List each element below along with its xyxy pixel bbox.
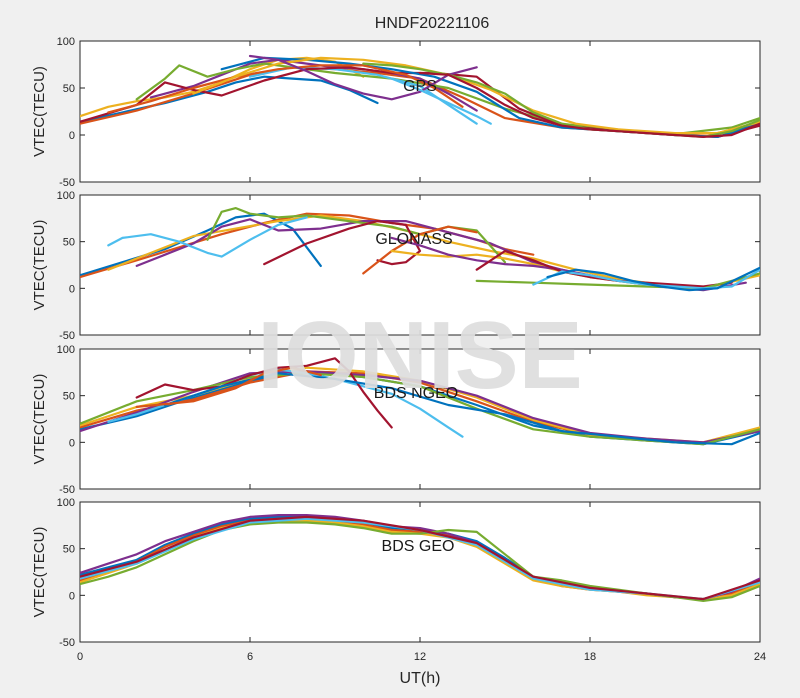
y-tick-label: 100 [57, 497, 75, 509]
panel-label: GLONASS [375, 231, 452, 248]
figure-title: HNDF20221106 [375, 15, 490, 32]
y-tick-label: 0 [69, 590, 75, 602]
y-tick-label: -50 [59, 484, 75, 496]
series-line-1 [80, 212, 322, 277]
series-line-9 [135, 366, 322, 408]
series-line-12 [475, 272, 760, 290]
panel-label: BDS GEO [382, 538, 455, 555]
y-tick-label: 0 [69, 130, 75, 142]
x-tick-label: 24 [754, 651, 766, 663]
y-axis-label: VTEC(TECU) [31, 527, 48, 618]
panel-label: BDS NGEO [374, 385, 458, 402]
series-line-14 [546, 266, 760, 292]
y-axis-label: VTEC(TECU) [31, 220, 48, 311]
x-tick-label: 18 [584, 651, 596, 663]
y-tick-label: 50 [63, 391, 75, 403]
plot-area [79, 40, 761, 183]
x-axis-label: UT(h) [400, 670, 441, 687]
panel-bds-ngeo: VTEC(TECU) -50 0 50 100 BDS NGEO [31, 344, 761, 496]
y-tick-label: 100 [57, 36, 75, 48]
panel-glonass: VTEC(TECU) -50 0 50 100 GLONASS [31, 190, 761, 342]
y-tick-label: 100 [57, 344, 75, 356]
panel-gps: VTEC(TECU) -50 0 50 100 GPS [31, 36, 761, 189]
x-tick-label: 6 [247, 651, 253, 663]
series-line-6 [107, 216, 308, 258]
panel-label: GPS [403, 78, 437, 95]
y-tick-label: 0 [69, 437, 75, 449]
series-line-7 [263, 220, 422, 266]
y-axis-label: VTEC(TECU) [31, 66, 48, 157]
series-line-14 [418, 71, 760, 138]
series-line-7 [80, 515, 760, 601]
series-group [80, 207, 760, 292]
y-tick-label: 50 [63, 544, 75, 556]
plot-area [79, 501, 761, 643]
y-tick-label: -50 [59, 177, 75, 189]
x-tick-label: 0 [77, 651, 83, 663]
series-group [80, 357, 760, 446]
series-group [80, 514, 760, 602]
y-tick-label: -50 [59, 330, 75, 342]
y-tick-label: 50 [63, 83, 75, 95]
y-tick-label: 50 [63, 237, 75, 249]
series-line-13 [390, 77, 492, 125]
series-group [80, 54, 760, 138]
y-tick-label: 100 [57, 190, 75, 202]
series-line-8 [163, 372, 760, 446]
series-line-11 [248, 54, 478, 101]
x-tick-label: 12 [414, 651, 426, 663]
y-tick-label: -50 [59, 637, 75, 649]
y-tick-label: 0 [69, 283, 75, 295]
series-line-8 [362, 225, 478, 275]
watermark: IONISE [257, 302, 582, 409]
plot-area [79, 194, 761, 336]
y-axis-label: VTEC(TECU) [31, 374, 48, 465]
plot-area [79, 348, 761, 490]
